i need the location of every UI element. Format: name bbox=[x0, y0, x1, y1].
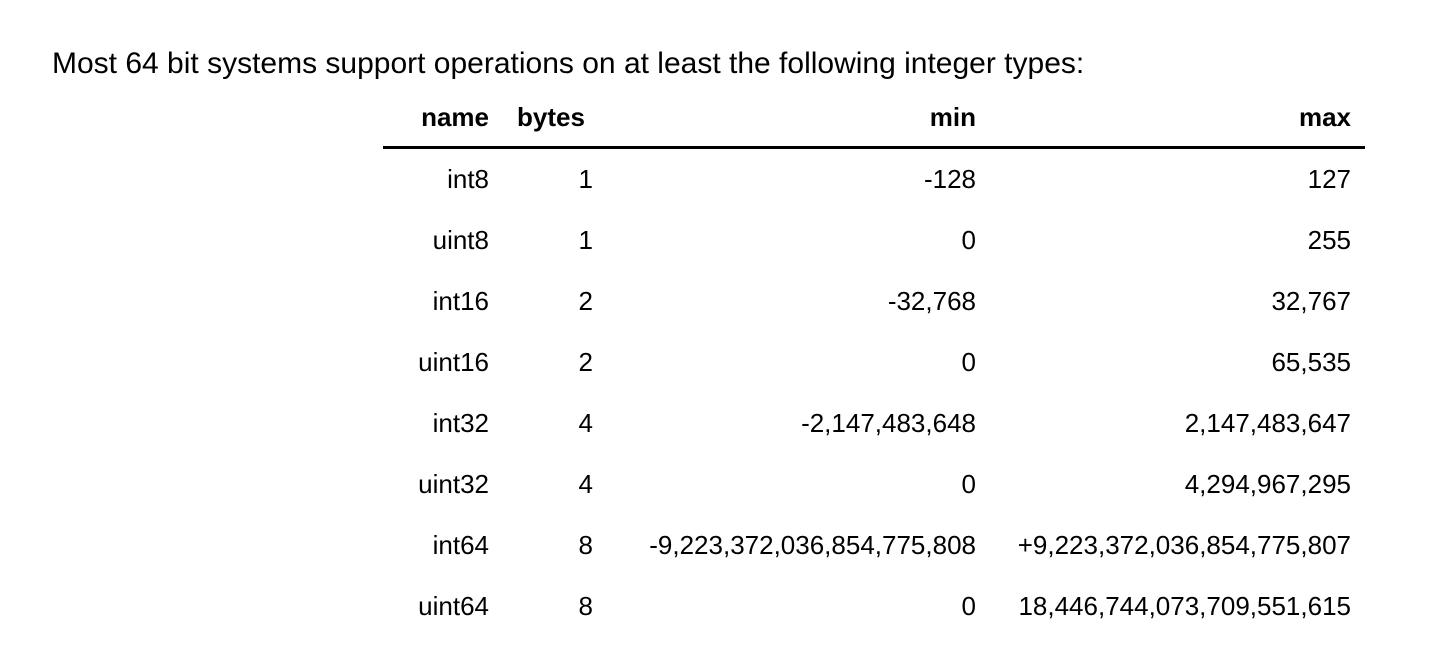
cell-max: 127 bbox=[1307, 164, 1351, 194]
table-row: int64 8 -9,223,372,036,854,775,808 +9,22… bbox=[383, 515, 1365, 576]
header-bytes: bytes bbox=[503, 88, 607, 149]
cell-name: int16 bbox=[432, 286, 489, 316]
cell-max: 255 bbox=[1307, 225, 1351, 255]
cell-name: int8 bbox=[447, 164, 489, 194]
cell-min: -2,147,483,648 bbox=[801, 408, 976, 438]
table-row: int32 4 -2,147,483,648 2,147,483,647 bbox=[383, 393, 1365, 454]
cell-min: 0 bbox=[961, 591, 976, 621]
cell-min: -32,768 bbox=[887, 286, 976, 316]
table-row: int16 2 -32,768 32,767 bbox=[383, 271, 1365, 332]
cell-max: 32,767 bbox=[1271, 286, 1351, 316]
cell-name: int64 bbox=[432, 530, 489, 560]
cell-max: 4,294,967,295 bbox=[1184, 469, 1351, 499]
table-header: name bytes min max bbox=[383, 88, 1365, 149]
cell-bytes: 4 bbox=[578, 469, 593, 499]
cell-bytes: 1 bbox=[578, 164, 593, 194]
cell-min: 0 bbox=[961, 225, 976, 255]
cell-bytes: 1 bbox=[578, 225, 593, 255]
cell-name: uint64 bbox=[418, 591, 489, 621]
cell-max: +9,223,372,036,854,775,807 bbox=[1017, 530, 1351, 560]
table-row: uint64 8 0 18,446,744,073,709,551,615 bbox=[383, 576, 1365, 637]
cell-max: 65,535 bbox=[1271, 347, 1351, 377]
table-row: uint8 1 0 255 bbox=[383, 210, 1365, 271]
table-row: int8 1 -128 127 bbox=[383, 148, 1365, 211]
cell-bytes: 4 bbox=[578, 408, 593, 438]
cell-name: uint32 bbox=[418, 469, 489, 499]
cell-min: 0 bbox=[961, 347, 976, 377]
header-max: max bbox=[990, 88, 1365, 149]
header-min: min bbox=[607, 88, 990, 149]
integer-types-table: name bytes min max int8 1 -128 127 uint8… bbox=[383, 88, 1365, 637]
cell-min: -9,223,372,036,854,775,808 bbox=[649, 530, 976, 560]
cell-name: uint8 bbox=[432, 225, 489, 255]
cell-name: uint16 bbox=[418, 347, 489, 377]
cell-bytes: 2 bbox=[578, 347, 593, 377]
cell-max: 2,147,483,647 bbox=[1184, 408, 1351, 438]
cell-min: -128 bbox=[923, 164, 976, 194]
header-name: name bbox=[383, 88, 503, 149]
table-row: uint32 4 0 4,294,967,295 bbox=[383, 454, 1365, 515]
cell-bytes: 8 bbox=[578, 530, 593, 560]
table-row: uint16 2 0 65,535 bbox=[383, 332, 1365, 393]
cell-min: 0 bbox=[961, 469, 976, 499]
table-body: int8 1 -128 127 uint8 1 0 255 int16 2 -3… bbox=[383, 148, 1365, 638]
cell-bytes: 8 bbox=[578, 591, 593, 621]
cell-bytes: 2 bbox=[578, 286, 593, 316]
cell-name: int32 bbox=[432, 408, 489, 438]
header-row: name bytes min max bbox=[383, 88, 1365, 149]
cell-max: 18,446,744,073,709,551,615 bbox=[1018, 591, 1351, 621]
intro-text: Most 64 bit systems support operations o… bbox=[52, 47, 1085, 80]
